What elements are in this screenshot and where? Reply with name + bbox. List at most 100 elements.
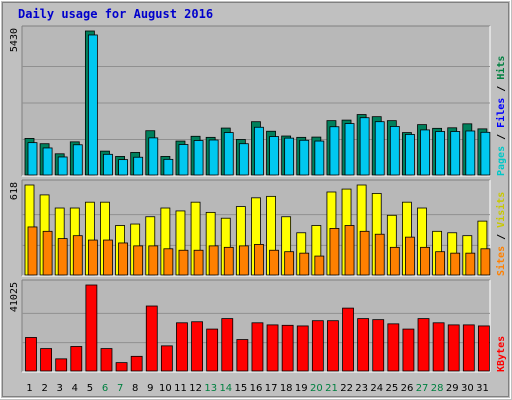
bar-sites-11	[178, 249, 189, 276]
x-tick-label-2: 2	[41, 383, 47, 394]
bar-files-11	[178, 144, 189, 176]
x-tick-label-21: 21	[325, 383, 338, 394]
bar-kbytes-15	[236, 339, 249, 372]
bar-sites-14	[223, 246, 234, 276]
legend-bottom-seg-0: KBytes	[496, 336, 507, 372]
bar-kbytes-11	[176, 322, 188, 372]
x-tick-label-6: 6	[102, 383, 108, 394]
bar-kbytes-8	[130, 355, 143, 372]
bar-sites-8	[133, 245, 144, 276]
bar-files-4	[72, 144, 83, 176]
bar-kbytes-26	[402, 328, 415, 372]
bar-kbytes-1	[25, 337, 37, 372]
legend-top-seg-0: Pages	[496, 146, 507, 176]
bar-sites-26	[405, 236, 415, 276]
bar-kbytes-7	[115, 362, 128, 372]
x-tick-label-29: 29	[446, 383, 459, 394]
bar-kbytes-18	[281, 324, 294, 372]
bar-files-22	[344, 123, 355, 176]
bar-kbytes-17	[266, 324, 279, 372]
x-tick-label-23: 23	[355, 383, 368, 394]
bar-files-27	[420, 129, 430, 176]
bar-kbytes-22	[342, 307, 354, 372]
x-tick-label-1: 1	[26, 383, 32, 394]
ymax-label-top: 5430	[9, 28, 20, 52]
bar-sites-28	[435, 251, 446, 276]
bar-sites-30	[465, 252, 476, 276]
x-tick-label-27: 27	[416, 383, 429, 394]
bar-kbytes-10	[160, 345, 173, 372]
x-tick-label-28: 28	[431, 383, 444, 394]
x-tick-label-25: 25	[386, 383, 399, 394]
bar-sites-7	[118, 242, 128, 276]
bar-kbytes-9	[145, 305, 158, 372]
bar-sites-1	[27, 226, 38, 276]
bar-sites-25	[389, 246, 400, 276]
bar-kbytes-21	[327, 320, 339, 372]
x-tick-label-7: 7	[117, 383, 123, 394]
x-tick-label-31: 31	[476, 383, 489, 394]
bar-files-23	[359, 117, 370, 176]
bar-sites-19	[299, 252, 310, 276]
bar-files-18	[284, 137, 295, 176]
bar-kbytes-29	[447, 324, 460, 372]
bar-kbytes-24	[372, 319, 385, 372]
x-tick-label-13: 13	[204, 383, 217, 394]
bar-sites-24	[374, 233, 385, 276]
bar-files-19	[299, 139, 310, 176]
bar-kbytes-20	[311, 320, 324, 372]
x-tick-label-8: 8	[132, 383, 138, 394]
bar-files-17	[269, 136, 279, 176]
bar-sites-23	[359, 230, 370, 276]
ymax-label-middle: 618	[9, 182, 20, 200]
bar-files-24	[374, 121, 385, 176]
bar-sites-29	[450, 252, 461, 276]
bar-sites-31	[480, 248, 491, 276]
legend-middle-seg-0: Sites	[495, 246, 507, 276]
bar-sites-22	[344, 225, 355, 276]
bar-kbytes-27	[417, 318, 430, 372]
x-tick-label-22: 22	[340, 383, 353, 394]
x-tick-label-9: 9	[147, 383, 153, 394]
x-tick-label-3: 3	[57, 383, 63, 394]
bar-files-31	[480, 131, 491, 176]
x-tick-label-19: 19	[295, 383, 308, 394]
inner-border	[2, 2, 509, 397]
bar-files-21	[329, 126, 340, 176]
bar-files-9	[148, 137, 159, 176]
bar-files-2	[42, 147, 53, 176]
x-tick-label-12: 12	[189, 383, 202, 394]
bar-kbytes-16	[251, 322, 264, 372]
bar-sites-2	[42, 230, 53, 276]
bar-sites-20	[314, 255, 325, 276]
x-tick-label-14: 14	[219, 383, 232, 394]
x-tick-label-24: 24	[370, 383, 383, 394]
legend-middle-seg-1: /	[496, 228, 507, 246]
bar-files-1	[27, 142, 38, 176]
legend-bottom: KBytes	[496, 336, 507, 372]
x-tick-label-30: 30	[461, 383, 474, 394]
x-tick-label-18: 18	[280, 383, 293, 394]
bar-files-10	[163, 158, 174, 176]
bar-files-28	[435, 131, 446, 176]
x-tick-label-5: 5	[87, 383, 93, 394]
x-tick-label-4: 4	[72, 383, 78, 394]
bar-files-3	[57, 156, 68, 176]
bar-sites-3	[57, 238, 68, 276]
ymax-label-bottom: 41025	[9, 282, 20, 312]
bar-kbytes-4	[70, 346, 83, 372]
bar-files-29	[450, 131, 461, 176]
bar-kbytes-6	[100, 348, 113, 372]
bar-kbytes-14	[221, 318, 234, 372]
x-tick-label-10: 10	[159, 383, 172, 394]
bar-sites-12	[193, 249, 204, 276]
bar-sites-18	[284, 251, 295, 276]
bar-kbytes-5	[85, 284, 98, 372]
bar-sites-9	[148, 245, 159, 276]
bar-files-7	[118, 159, 128, 176]
bar-sites-21	[329, 227, 340, 276]
x-tick-label-16: 16	[250, 383, 263, 394]
